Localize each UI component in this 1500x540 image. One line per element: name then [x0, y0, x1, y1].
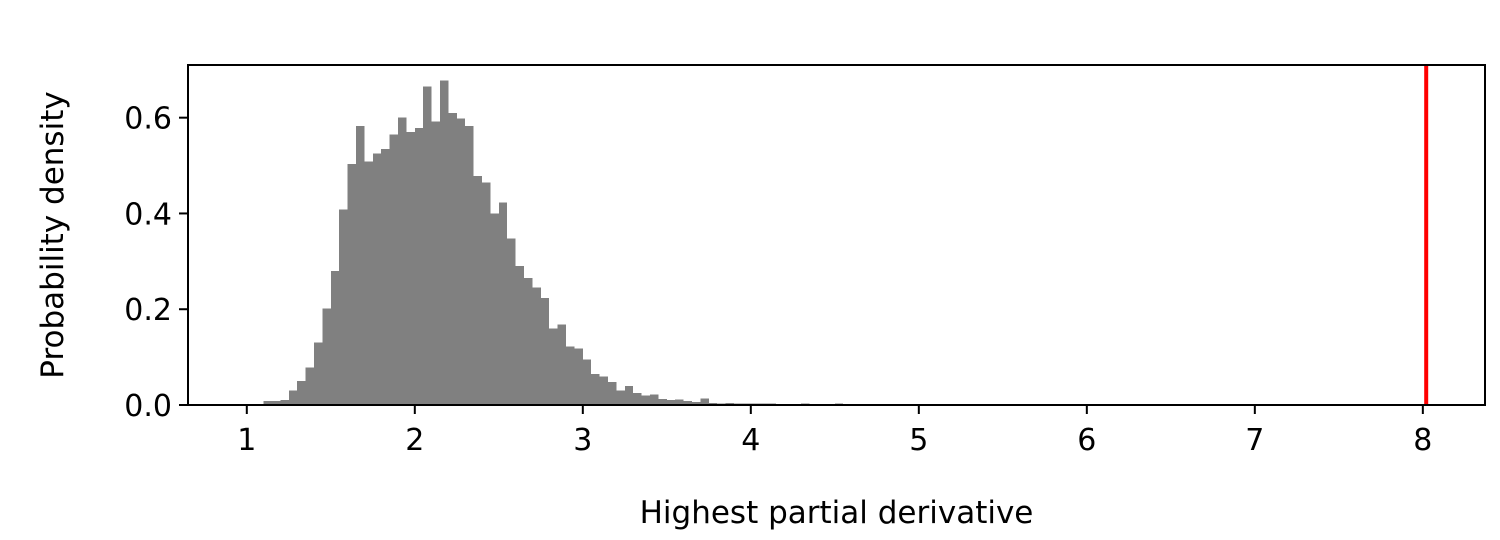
x-tick-label: 6 [1077, 423, 1096, 458]
histogram-bar [263, 401, 273, 405]
x-tick-label: 3 [573, 423, 592, 458]
histogram-bar [305, 367, 315, 405]
histogram-bar [524, 278, 533, 405]
histogram-bar [624, 385, 634, 405]
histogram-bar [372, 153, 382, 405]
y-axis-label: Probability density [35, 91, 71, 378]
histogram-bar [557, 324, 567, 405]
histogram-bar [465, 125, 474, 406]
x-tick-label: 2 [405, 423, 424, 458]
histogram-bar [272, 401, 281, 405]
histogram-bar [431, 121, 441, 405]
histogram-bar [398, 117, 407, 405]
y-axis-ticks: 0.0 0.2 0.4 0.6 [124, 102, 188, 424]
histogram-bar [297, 381, 306, 405]
histogram-bar [608, 382, 617, 405]
histogram-bar [633, 393, 642, 405]
histogram-bar [498, 202, 508, 405]
y-tick-label: 0.4 [124, 197, 172, 232]
histogram-bar [448, 112, 457, 405]
histogram-bar [532, 287, 541, 405]
histogram-bar [683, 401, 693, 405]
histogram-bar [314, 342, 323, 405]
histogram-bar [650, 394, 659, 405]
histogram-bar [675, 399, 684, 405]
x-tick-label: 5 [909, 423, 928, 458]
x-tick-label: 4 [741, 423, 760, 458]
histogram-bar [414, 128, 424, 405]
histogram-bar [641, 395, 651, 405]
histogram-bar [582, 359, 592, 405]
histogram-bar [381, 148, 390, 406]
histogram-bar [288, 390, 298, 405]
histogram-bar [692, 402, 701, 405]
histogram-bar [490, 213, 499, 405]
histogram-bar [666, 400, 676, 405]
histogram-bar [473, 176, 483, 405]
histogram-bar [616, 390, 625, 405]
x-tick-label: 8 [1413, 423, 1432, 458]
histogram-bar [566, 346, 575, 405]
histogram-bar [515, 266, 525, 405]
y-tick-label: 0.0 [124, 389, 172, 424]
y-tick-label: 0.2 [124, 293, 172, 328]
x-tick-label: 7 [1245, 423, 1264, 458]
histogram-bar [440, 80, 449, 405]
histogram-bar [330, 270, 340, 405]
x-axis-label: Highest partial derivative [640, 495, 1034, 531]
histogram-bar [658, 398, 667, 405]
histogram-bar [339, 209, 348, 405]
x-axis-ticks: 1 2 3 4 5 6 7 8 [237, 405, 1432, 458]
histogram-bar [356, 125, 365, 406]
histogram-bar [347, 164, 357, 405]
histogram-bar [574, 348, 583, 405]
histogram-bar [540, 298, 550, 405]
histogram-bar [482, 182, 491, 405]
y-tick-label: 0.6 [124, 102, 172, 137]
histogram-bar [456, 118, 466, 406]
histogram-bar [599, 376, 609, 405]
histogram-bar [406, 132, 415, 406]
histogram-bar [423, 86, 432, 406]
histogram-bars [246, 80, 928, 406]
plot-frame [187, 64, 1486, 406]
histogram-bar [364, 161, 373, 405]
histogram-bar [389, 134, 399, 405]
histogram-bar [507, 238, 516, 405]
histogram-bar [322, 308, 331, 405]
x-tick-label: 1 [237, 423, 256, 458]
histogram-bar [549, 328, 558, 405]
histogram-bar [591, 373, 600, 405]
histogram-bar [700, 398, 709, 405]
histogram-bar [280, 400, 289, 405]
